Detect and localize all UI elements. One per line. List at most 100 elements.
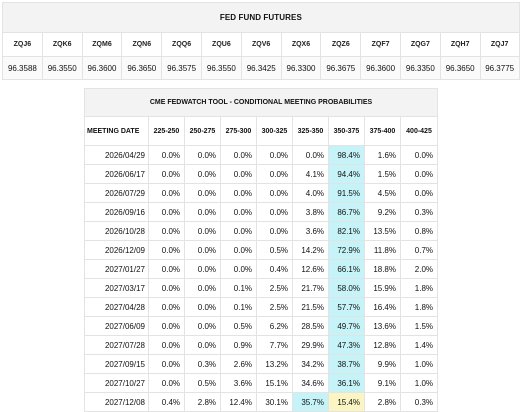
- probability-cell: 0.4%: [256, 259, 293, 279]
- contract-price-zqg7: 96.3350: [399, 56, 441, 80]
- probability-cell: 38.7%: [328, 354, 365, 374]
- probability-cell: 15.1%: [256, 373, 293, 393]
- probability-cell: 0.0%: [148, 240, 185, 260]
- probability-cell: 47.3%: [328, 335, 365, 355]
- probability-cell: 0.0%: [220, 259, 257, 279]
- probability-cell: 13.6%: [364, 316, 401, 336]
- meeting-date: 2027/09/15: [84, 354, 149, 374]
- probability-cell: 2.6%: [220, 354, 257, 374]
- probability-cell: 3.6%: [292, 221, 329, 241]
- probability-cell: 29.9%: [292, 335, 329, 355]
- probability-cell: 0.0%: [292, 145, 329, 165]
- probability-cell: 0.0%: [220, 183, 257, 203]
- probability-cell: 30.1%: [256, 392, 293, 412]
- fedwatch-header-row: MEETING DATE 225-250 250-275 275-300 300-325…: [84, 116, 439, 146]
- probability-cell: 21.7%: [292, 278, 329, 298]
- probability-cell: 0.9%: [220, 335, 257, 355]
- probability-cell: 0.0%: [184, 221, 221, 241]
- probability-cell: 2.8%: [364, 392, 401, 412]
- fedwatch-body: 2026/04/29 0.0% 0.0% 0.0% 0.0% 0.0% 98.4% 1.6% 0…: [84, 145, 439, 412]
- contract-price-zqk6: 96.3550: [41, 56, 83, 80]
- meeting-date: 2027/01/27: [84, 259, 149, 279]
- probability-cell: 0.5%: [220, 316, 257, 336]
- probability-cell: 86.7%: [328, 202, 365, 222]
- contract-label-zqk6: ZQK6: [41, 32, 83, 57]
- fedwatch-title: CME FEDWATCH TOOL - CONDITIONAL MEETING …: [83, 88, 439, 117]
- table-row: 2026/07/29 0.0% 0.0% 0.0% 0.0% 4.0% 91.5% 4.5% 0…: [84, 183, 439, 203]
- contract-label-zqz6: ZQZ6: [320, 32, 362, 57]
- probability-cell: 9.1%: [364, 373, 401, 393]
- probability-cell: 1.5%: [399, 316, 439, 336]
- probability-cell: 9.2%: [364, 202, 401, 222]
- probability-cell: 3.8%: [292, 202, 329, 222]
- probability-cell: 0.1%: [220, 297, 257, 317]
- column-header-meeting-date: MEETING DATE: [84, 116, 149, 146]
- probability-cell: 0.0%: [148, 297, 185, 317]
- probability-cell: 9.9%: [364, 354, 401, 374]
- meeting-date: 2026/06/17: [84, 164, 149, 184]
- contract-label-zqx6: ZQX6: [280, 32, 322, 57]
- probability-cell: 0.0%: [148, 278, 185, 298]
- table-row: 2027/07/28 0.0% 0.0% 0.9% 7.7% 29.9% 47.3% 12.8…: [84, 335, 439, 355]
- probability-cell: 0.0%: [256, 202, 293, 222]
- contract-label-zqh7: ZQH7: [439, 32, 481, 57]
- fed-fund-futures-table: FED FUND FUTURES ZQJ6 ZQK6 ZQM6 ZQN6 ZQQ6 ZQU…: [2, 2, 520, 80]
- column-header-250-275: 250-275: [184, 116, 221, 146]
- column-header-400-425: 400-425: [399, 116, 439, 146]
- probability-cell: 0.8%: [399, 221, 439, 241]
- probability-cell: 18.8%: [364, 259, 401, 279]
- probability-cell: 0.3%: [399, 202, 439, 222]
- table-row: 2027/03/17 0.0% 0.0% 0.1% 2.5% 21.7% 58.0% 15.9…: [84, 278, 439, 298]
- probability-cell: 0.0%: [399, 164, 439, 184]
- probability-cell: 0.3%: [184, 354, 221, 374]
- probability-cell: 49.7%: [328, 316, 365, 336]
- table-row: 2027/09/15 0.0% 0.3% 2.6% 13.2% 34.2% 38.7% 9.9…: [84, 354, 439, 374]
- probability-cell: 11.8%: [364, 240, 401, 260]
- contract-label-zqm6: ZQM6: [81, 32, 123, 57]
- probability-cell: 0.0%: [220, 145, 257, 165]
- probability-cell: 2.5%: [256, 297, 293, 317]
- probability-cell: 0.5%: [256, 240, 293, 260]
- column-header-325-350: 325-350: [292, 116, 329, 146]
- fedwatch-probabilities-table: CME FEDWATCH TOOL - CONDITIONAL MEETING …: [83, 88, 439, 412]
- probability-cell: 98.4%: [328, 145, 365, 165]
- probability-cell: 58.0%: [328, 278, 365, 298]
- probability-cell: 13.2%: [256, 354, 293, 374]
- table-row: 2027/04/28 0.0% 0.0% 0.1% 2.5% 21.5% 57.7% 16.4…: [84, 297, 439, 317]
- probability-cell: 2.0%: [399, 259, 439, 279]
- probability-cell: 0.0%: [148, 202, 185, 222]
- contract-price-zqq6: 96.3575: [161, 56, 202, 80]
- contract-price-zqm6: 96.3600: [81, 56, 123, 80]
- probability-cell: 0.0%: [148, 145, 185, 165]
- probability-cell: 1.5%: [364, 164, 401, 184]
- contract-price-zqv6: 96.3425: [240, 56, 282, 80]
- table-row: 2026/04/29 0.0% 0.0% 0.0% 0.0% 0.0% 98.4% 1.6% 0…: [84, 145, 439, 165]
- probability-cell: 94.4%: [328, 164, 365, 184]
- contract-price-zqu6: 96.3550: [200, 56, 242, 80]
- probability-cell: 0.0%: [256, 145, 293, 165]
- probability-cell: 66.1%: [328, 259, 365, 279]
- probability-cell: 16.4%: [364, 297, 401, 317]
- column-header-275-300: 275-300: [220, 116, 257, 146]
- probability-cell: 57.7%: [328, 297, 365, 317]
- probability-cell: 0.0%: [184, 259, 221, 279]
- probability-cell: 0.0%: [148, 316, 185, 336]
- probability-cell: 0.0%: [148, 259, 185, 279]
- table-row: 2027/01/27 0.0% 0.0% 0.0% 0.4% 12.6% 66.1% 18.8…: [84, 259, 439, 279]
- futures-contract-header-row: ZQJ6 ZQK6 ZQM6 ZQN6 ZQQ6 ZQU6 ZQV6 ZQX6 ZQZ6 ZQF7…: [2, 32, 520, 57]
- contract-label-zqj7: ZQJ7: [479, 32, 520, 57]
- probability-cell: 21.5%: [292, 297, 329, 317]
- probability-cell: 0.0%: [148, 221, 185, 241]
- table-row: 2027/10/27 0.0% 0.5% 3.6% 15.1% 34.6% 36.1% 9.1…: [84, 373, 439, 393]
- table-row: 2026/10/28 0.0% 0.0% 0.0% 0.0% 3.6% 82.1% 13.5%…: [84, 221, 439, 241]
- meeting-date: 2026/10/28: [84, 221, 149, 241]
- probability-cell: 0.4%: [148, 392, 185, 412]
- column-header-300-325: 300-325: [256, 116, 293, 146]
- probability-cell: 36.1%: [328, 373, 365, 393]
- probability-cell: 1.0%: [399, 373, 439, 393]
- contract-label-zqj6: ZQJ6: [2, 32, 43, 57]
- probability-cell: 15.4%: [328, 392, 365, 412]
- probability-cell: 4.5%: [364, 183, 401, 203]
- probability-cell: 3.6%: [220, 373, 257, 393]
- probability-cell: 0.0%: [399, 145, 439, 165]
